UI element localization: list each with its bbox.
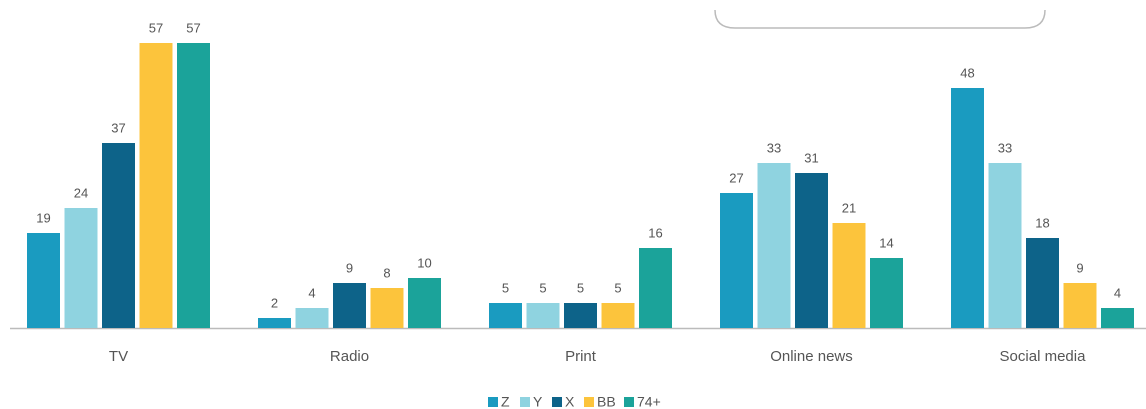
value-label: 19 xyxy=(36,210,50,225)
value-label: 37 xyxy=(111,120,125,135)
legend-label: Y xyxy=(533,394,543,409)
category-label: Radio xyxy=(330,348,369,365)
bar xyxy=(1063,283,1097,328)
bar xyxy=(295,308,329,328)
value-label: 33 xyxy=(767,140,781,155)
value-label: 5 xyxy=(502,280,509,295)
legend-label: X xyxy=(565,394,575,409)
value-label: 57 xyxy=(149,20,163,35)
bar xyxy=(27,233,60,328)
bar xyxy=(408,278,441,328)
value-label: 4 xyxy=(1114,285,1121,300)
value-label: 9 xyxy=(1076,260,1083,275)
category-label: Print xyxy=(565,348,597,365)
bar xyxy=(489,303,522,328)
value-label: 24 xyxy=(74,185,88,200)
bar xyxy=(720,193,753,328)
value-label: 16 xyxy=(648,225,662,240)
value-label: 8 xyxy=(383,265,390,280)
value-label: 57 xyxy=(186,20,200,35)
bar xyxy=(370,288,404,328)
bar xyxy=(139,43,173,328)
value-label: 2 xyxy=(271,295,278,310)
bar xyxy=(526,303,560,328)
category-label: Social media xyxy=(1000,348,1087,365)
legend-swatch xyxy=(624,397,634,407)
value-label: 21 xyxy=(842,200,856,215)
bar xyxy=(988,163,1022,328)
decoration xyxy=(714,9,1046,29)
value-label: 5 xyxy=(577,280,584,295)
bar xyxy=(564,303,597,328)
value-label: 4 xyxy=(308,285,315,300)
legend-label: Z xyxy=(501,394,510,409)
bar xyxy=(951,88,984,328)
value-label: 31 xyxy=(804,150,818,165)
value-label: 5 xyxy=(614,280,621,295)
bar xyxy=(258,318,291,328)
category-label: Online news xyxy=(770,348,853,365)
value-label: 9 xyxy=(346,260,353,275)
legend-swatch xyxy=(488,397,498,407)
bar xyxy=(1101,308,1134,328)
bar xyxy=(870,258,903,328)
legend-label: BB xyxy=(597,394,616,409)
value-label: 14 xyxy=(879,235,893,250)
bar xyxy=(102,143,135,328)
legend-label: 74+ xyxy=(637,394,661,409)
legend-swatch xyxy=(552,397,562,407)
bar xyxy=(1026,238,1059,328)
category-label: TV xyxy=(109,348,128,365)
value-label: 10 xyxy=(417,255,431,270)
legend-swatch xyxy=(520,397,530,407)
bar xyxy=(333,283,366,328)
bar xyxy=(639,248,672,328)
value-label: 18 xyxy=(1035,215,1049,230)
value-label: 5 xyxy=(539,280,546,295)
value-label: 48 xyxy=(960,65,974,80)
bar xyxy=(757,163,791,328)
bar xyxy=(601,303,635,328)
bar xyxy=(177,43,210,328)
bar xyxy=(64,208,98,328)
legend-swatch xyxy=(584,397,594,407)
bar xyxy=(795,173,828,328)
value-label: 27 xyxy=(729,170,743,185)
value-label: 33 xyxy=(998,140,1012,155)
bar xyxy=(832,223,866,328)
